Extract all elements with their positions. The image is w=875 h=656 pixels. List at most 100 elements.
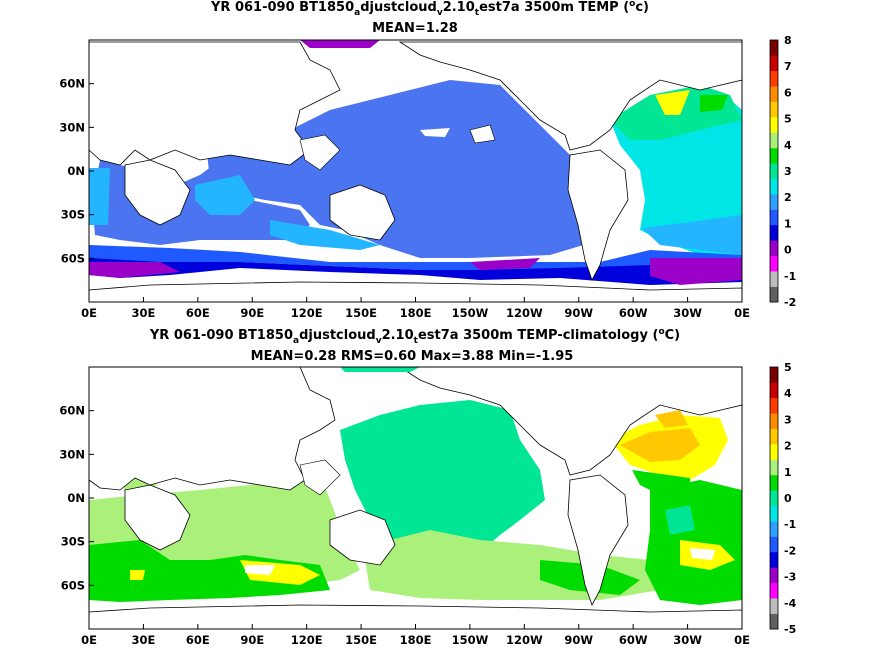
colorbar-swatch [770,209,778,226]
colorbar-tick-label: 4 [784,387,792,400]
colorbar-swatch [770,55,778,72]
lon-tick-label: 150E [345,633,377,647]
lat-tick-label: 0N [67,491,85,505]
colorbar-swatch [770,382,778,399]
panel-2-colorbar: 5 4 3 2 1 0 -1 -2 -3 -4 -5 [769,361,797,636]
lon-tick-label: 150E [345,306,377,320]
lat-tick-label: 60N [59,404,85,418]
colorbar-swatch [770,613,778,630]
colorbar-tick-label: 3 [784,165,792,178]
colorbar-tick-label: 5 [784,361,792,374]
colorbar-tick-label: 6 [784,86,792,99]
lat-tick-label: 60S [61,578,85,592]
colorbar-swatch [770,163,778,180]
lat-tick-label: 30N [59,447,85,461]
colorbar-tick-label: -5 [784,623,796,636]
colorbar-swatch [770,101,778,118]
colorbar-tick-label: 2 [784,191,792,204]
colorbar-swatch [770,86,778,102]
colorbar-swatch [770,40,778,56]
colorbar-swatch [770,598,778,614]
colorbar-tick-label: 7 [784,60,792,73]
lon-tick-label: 90E [240,633,264,647]
colorbar-swatch [770,147,778,164]
lon-tick-label: 0E [734,306,750,320]
colorbar-swatch [770,521,778,537]
colorbar-swatch [770,459,778,476]
lon-tick-label: 30W [673,306,702,320]
colorbar-tick-label: -1 [784,518,796,531]
colorbar-tick-label: -2 [784,296,796,309]
colorbar-swatch [770,286,778,303]
lon-tick-label: 90W [564,633,593,647]
panel-2: YR 061-090 BT1850adjustcloudv2.10test7a … [59,327,796,647]
lon-tick-label: 60E [186,633,210,647]
colorbar-swatch [770,255,778,272]
colorbar-swatch [770,224,778,241]
lon-tick-label: 60W [619,306,648,320]
panel-2-lat-axis: 60N 30N 0N 30S 60S [59,404,94,592]
colorbar-swatch [770,567,778,584]
lon-tick-label: 0E [81,633,97,647]
lat-tick-label: 0N [67,164,85,178]
colorbar-swatch [770,132,778,149]
colorbar-swatch [770,551,778,568]
panel-1: YR 061-090 BT1850adjustcloudv2.10test7a … [59,0,796,320]
panel-1-stats: MEAN=1.28 [372,21,458,36]
colorbar-swatch [770,194,778,210]
lat-tick-label: 30S [61,208,85,222]
colorbar-tick-label: 2 [784,440,792,453]
panel-2-lon-axis: 0E 30E 60E 90E 120E 150E 180E 150W 120W 90W 60W 30W… [81,624,750,647]
colorbar-swatch [770,505,778,522]
panel-1-title: YR 061-090 BT1850adjustcloudv2.10test7a … [210,0,649,18]
colorbar-swatch [770,240,778,257]
colorbar-swatch [770,490,778,507]
panel-2-title: YR 061-090 BT1850adjustcloudv2.10test7a … [149,327,680,346]
colorbar-swatch [770,444,778,460]
lon-tick-label: 30E [131,633,155,647]
colorbar-tick-label: 1 [784,466,792,479]
lon-tick-label: 0E [81,306,97,320]
lon-tick-label: 120W [506,306,543,320]
panel-1-lat-axis: 60N 30N 0N 30S 60S [59,77,94,265]
lon-tick-label: 150W [452,306,489,320]
lat-tick-label: 60S [61,251,85,265]
colorbar-swatch [770,117,778,133]
colorbar-tick-label: 0 [784,244,792,257]
colorbar-tick-label: 0 [784,492,792,505]
lon-tick-label: 150W [452,633,489,647]
panel-1-lon-axis: 0E 30E 60E 90E 120E 150E 180E 150W 120W 90W 60W 30W… [81,297,750,320]
colorbar-swatch [770,428,778,445]
colorbar-tick-label: 5 [784,113,792,126]
lon-tick-label: 90W [564,306,593,320]
panel-1-colorbar: 8 7 6 5 4 3 2 1 0 -1 -2 [769,34,796,309]
colorbar-frame [769,39,779,303]
lon-tick-label: 30E [131,306,155,320]
colorbar-swatch [770,536,778,553]
panel-2-map [88,366,743,630]
lon-tick-label: 30W [673,633,702,647]
colorbar-tick-label: 3 [784,413,792,426]
lon-tick-label: 60W [619,633,648,647]
colorbar-tick-label: -2 [784,544,796,557]
lon-tick-label: 180E [400,633,432,647]
lat-tick-label: 30S [61,535,85,549]
colorbar-tick-label: -4 [784,597,797,610]
lon-tick-label: 60E [186,306,210,320]
colorbar-tick-label: 4 [784,139,792,152]
colorbar-swatch [770,271,778,287]
lon-tick-label: 0E [734,633,750,647]
lon-tick-label: 180E [400,306,432,320]
lon-tick-label: 90E [240,306,264,320]
colorbar-tick-label: -3 [784,571,796,584]
colorbar-swatch [770,367,778,383]
lon-tick-label: 120E [291,306,323,320]
colorbar-tick-label: -1 [784,270,796,283]
lon-tick-label: 120E [291,633,323,647]
colorbar-swatch [770,178,778,195]
colorbar-swatch [770,397,778,414]
colorbar-swatch [770,70,778,87]
colorbar-tick-label: 1 [784,217,792,230]
colorbar-swatch [770,474,778,491]
